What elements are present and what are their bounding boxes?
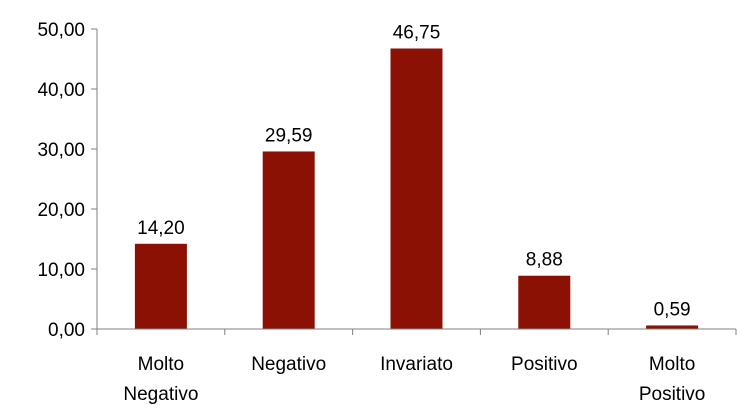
bar-value-label: 29,59 [265, 125, 313, 146]
x-axis: Molto Negativo Negativo Invariato Positivo Mo… [96, 328, 737, 405]
y-tick-label: 50,00 [37, 20, 85, 41]
y-tick-label: 10,00 [37, 260, 85, 281]
y-tick-label: 30,00 [37, 140, 85, 161]
x-category-label: Molto Negativo [123, 354, 198, 405]
x-category-label: Positivo [511, 354, 578, 375]
x-category-label: Invariato [380, 354, 453, 375]
x-category-label: Negativo [251, 354, 326, 375]
y-tick-label: 0,00 [48, 320, 85, 341]
y-tick-label: 40,00 [37, 80, 85, 101]
bar [262, 151, 315, 329]
bar [134, 243, 187, 329]
bar-value-label: 8,88 [526, 250, 563, 271]
y-axis: 0,00 10,00 20,00 30,00 40,00 50,00 [37, 20, 98, 341]
bar [390, 48, 443, 329]
y-tick-label: 20,00 [37, 200, 85, 221]
x-category-label: Molto Positivo [639, 354, 706, 405]
bar [518, 275, 571, 329]
bar-value-label: 14,20 [137, 218, 185, 239]
bar-value-label: 0,59 [654, 299, 691, 320]
bar-value-label: 46,75 [393, 23, 441, 44]
bar [646, 325, 699, 329]
bars: 14,20 29,59 46,75 8,88 0,59 [134, 23, 699, 329]
